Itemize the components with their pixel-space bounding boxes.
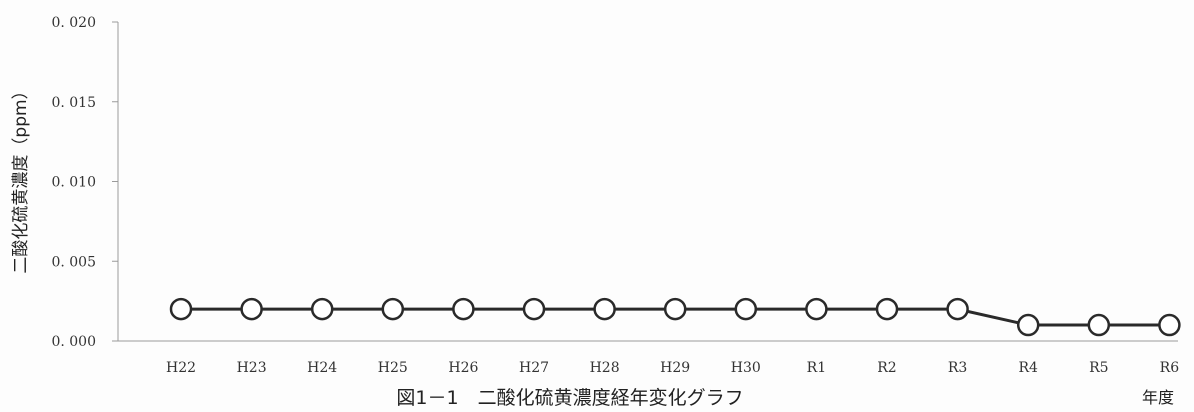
- data-point-marker: [240, 297, 263, 321]
- data-point-marker: [805, 297, 828, 321]
- data-point-marker: [593, 297, 616, 321]
- data-point-marker: [663, 297, 687, 321]
- x-tick-label: H25: [378, 360, 408, 376]
- data-point-marker: [522, 297, 546, 321]
- x-tick-label: H27: [519, 360, 549, 376]
- y-axis-label: 二酸化硫黄濃度（ppm）: [11, 82, 31, 273]
- data-point-marker: [381, 297, 405, 321]
- chart-caption: 図1－1 二酸化硫黄濃度経年変化グラフ: [396, 387, 743, 409]
- x-tick-labels: H22 H23 H24 H25 H26 H27 H28 H29 H30 R1 R2 R3 R4 R5 R6: [166, 360, 1179, 376]
- data-point-marker: [452, 297, 475, 321]
- y-tick-label: 0. 020: [51, 15, 96, 31]
- x-axis-label: 年度: [1142, 388, 1174, 407]
- x-tick-label: H22: [166, 360, 196, 376]
- x-tick-label: H30: [731, 360, 761, 376]
- x-tick-label: H23: [237, 360, 267, 376]
- data-point-marker: [1087, 313, 1111, 337]
- data-point-marker: [875, 297, 899, 321]
- data-point-marker: [734, 297, 758, 321]
- axes: [117, 22, 1178, 342]
- y-tick-label: 0. 000: [51, 334, 96, 350]
- data-point-marker: [310, 297, 334, 321]
- x-tick-label: H26: [448, 360, 478, 376]
- x-tick-label: R1: [807, 360, 826, 376]
- y-tick-label: 0. 015: [51, 95, 96, 111]
- x-tick-label: R4: [1018, 360, 1038, 376]
- x-tick-label: H24: [307, 360, 337, 376]
- x-tick-label: R3: [948, 360, 967, 376]
- y-tick-label: 0. 010: [51, 175, 96, 191]
- data-series: [169, 297, 1181, 337]
- x-tick-label: H28: [590, 360, 620, 376]
- y-tick-labels: 0. 000 0. 005 0. 010 0. 015 0. 020: [51, 15, 118, 350]
- x-tick-label: R2: [877, 360, 896, 376]
- data-point-marker: [946, 297, 969, 321]
- data-point-marker: [1016, 313, 1040, 337]
- data-point-marker: [169, 297, 193, 321]
- y-tick-label: 0. 005: [51, 254, 96, 270]
- x-tick-label: H29: [660, 360, 690, 376]
- x-tick-label: R6: [1160, 360, 1180, 376]
- x-tick-label: R5: [1089, 360, 1108, 376]
- data-point-marker: [1158, 313, 1181, 337]
